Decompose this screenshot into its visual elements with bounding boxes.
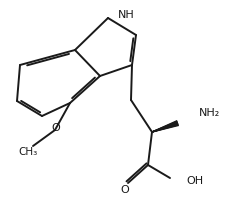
Text: O: O [120, 185, 129, 195]
Text: CH₃: CH₃ [18, 147, 37, 157]
Text: OH: OH [185, 176, 202, 186]
Text: O: O [52, 123, 60, 133]
Text: NH₂: NH₂ [198, 108, 219, 118]
Text: NH: NH [118, 10, 134, 20]
